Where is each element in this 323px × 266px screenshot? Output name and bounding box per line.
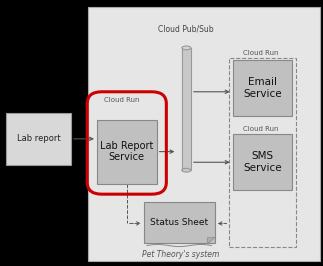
Text: Cloud Run: Cloud Run — [243, 126, 279, 132]
Bar — [97, 120, 157, 184]
Text: Pet Theory's system: Pet Theory's system — [142, 250, 220, 259]
Text: Cloud Run: Cloud Run — [243, 50, 279, 56]
Bar — [6, 113, 71, 165]
Ellipse shape — [182, 168, 191, 172]
Text: Cloud Pub/Sub: Cloud Pub/Sub — [158, 24, 214, 33]
Ellipse shape — [182, 46, 191, 50]
Text: Lab report: Lab report — [17, 135, 61, 143]
Polygon shape — [208, 238, 215, 243]
Bar — [229, 58, 296, 247]
Bar — [233, 60, 292, 116]
Text: Email
Service: Email Service — [243, 77, 282, 99]
Text: Cloud Run: Cloud Run — [104, 97, 140, 103]
Text: Status Sheet: Status Sheet — [150, 218, 208, 227]
Text: SMS
Service: SMS Service — [243, 151, 282, 173]
Text: Lab Report
Service: Lab Report Service — [100, 141, 153, 163]
Bar — [144, 202, 215, 243]
Bar — [88, 7, 320, 261]
Bar — [182, 48, 191, 170]
Bar — [233, 134, 292, 190]
